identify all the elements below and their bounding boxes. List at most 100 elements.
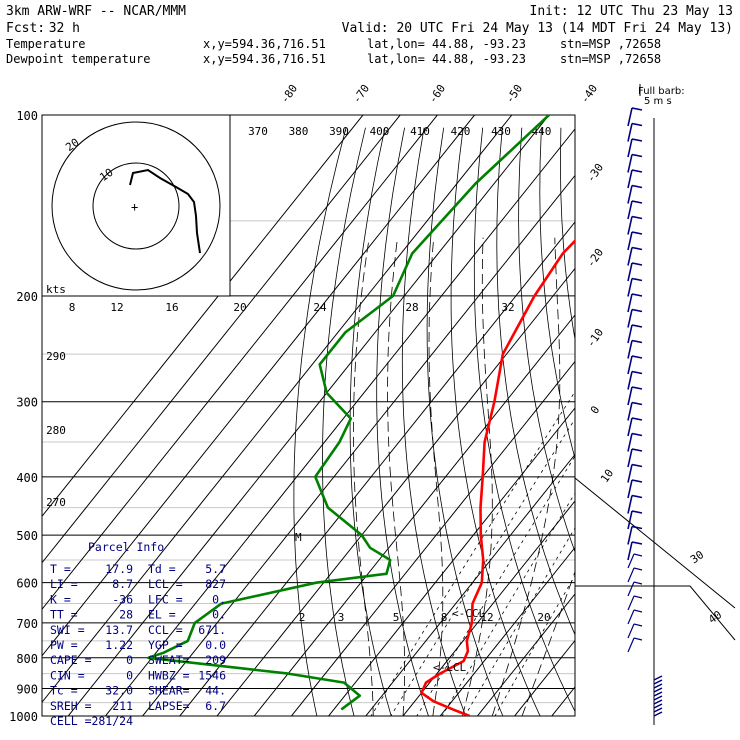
wind-barb-staff — [627, 553, 635, 569]
low-level-barb — [653, 687, 663, 693]
wind-barb-staff — [627, 138, 633, 158]
isotherm-line — [439, 546, 575, 716]
mixing-label-lower: 5 — [393, 611, 400, 624]
wind-barb-flag — [631, 122, 643, 127]
low-level-barb — [653, 691, 663, 697]
mixing-label-upper: 32 — [501, 301, 514, 314]
forecast-label: Fcst: — [6, 21, 45, 36]
wind-barb-flag — [631, 432, 643, 437]
legend-temperature-latlon: lat,lon= 44.88, -93.23 — [367, 37, 526, 51]
parcel-row-label: SREH = — [50, 699, 92, 713]
theta-label: 390 — [329, 125, 349, 138]
dry-adiabat-line — [349, 127, 392, 716]
parcel-row-value2: 0. — [212, 592, 226, 606]
wind-barb-staff — [627, 169, 633, 189]
ccl-annotation: <-CCL — [452, 607, 485, 620]
pressure-label-900: 900 — [16, 682, 38, 696]
parcel-row-label: CAPE = — [50, 653, 92, 667]
parcel-row-value2: 44. — [205, 684, 226, 698]
hodograph-center-mark: + — [131, 200, 138, 214]
speed-label-40: 40 — [706, 608, 724, 626]
isotherm-line — [104, 128, 575, 716]
parcel-row-label2: SHEAR= — [148, 684, 190, 698]
theta-label-left: 270 — [46, 496, 66, 509]
wind-barb-staff — [627, 185, 633, 204]
low-level-barb — [653, 695, 663, 701]
isotherm-line — [42, 115, 513, 704]
pressure-label-300: 300 — [16, 396, 38, 410]
low-level-barb — [653, 699, 663, 705]
legend-dewpoint-name: Dewpoint temperature — [6, 52, 151, 66]
valid-time: Valid: 20 UTC Fri 24 May 13 (14 MDT Fri … — [342, 21, 733, 36]
moist-adiabat-line — [428, 237, 444, 716]
lcl-annotation: <-LCL — [433, 661, 466, 674]
isotherm-line — [42, 115, 439, 611]
wind-barb-staff — [627, 581, 635, 597]
wind-barb-staff — [627, 448, 633, 468]
dry-adiabat-line — [473, 127, 575, 713]
pressure-label-1000: 1000 — [9, 710, 38, 724]
wind-barb-flag — [631, 355, 643, 359]
pressure-label-500: 500 — [16, 529, 38, 543]
low-level-barb — [653, 683, 663, 689]
parcel-row-label: CELL = — [50, 714, 92, 728]
dry-adiabat-line — [293, 127, 347, 716]
parcel-row-value: 28 — [119, 608, 133, 622]
parcel-row-label2: SWEAT= — [148, 653, 190, 667]
wind-barb-staff — [627, 231, 633, 251]
mixing-ratio-line — [494, 574, 575, 716]
mixing-label-lower: 3 — [338, 611, 345, 624]
wind-barb-staff — [627, 526, 633, 545]
moist-adiabat-line — [352, 237, 374, 716]
wind-barbs — [627, 107, 663, 725]
mixing-label-upper: 28 — [405, 301, 418, 314]
hodograph-trace — [129, 168, 201, 254]
wind-barb-staff — [627, 247, 633, 266]
mixing-label-upper: 20 — [233, 301, 246, 314]
parcel-row-label: T = — [50, 562, 71, 576]
parcel-row-value2: 5.7 — [205, 562, 226, 576]
wind-barb-flag — [631, 417, 643, 421]
model-title: 3km ARW-WRF -- NCAR/MMM — [6, 4, 186, 19]
theta-label: 410 — [410, 125, 430, 138]
wind-barb-flag — [631, 215, 643, 220]
hodograph: 10 20 + kts — [41, 114, 231, 297]
mixing-ratio-line — [370, 390, 575, 716]
parcel-row-label: PW = — [50, 638, 78, 652]
dry-adiabat-line — [426, 127, 504, 716]
parcel-row-label: K = — [50, 592, 71, 606]
parcel-row-value2: 0. — [212, 608, 226, 622]
hodograph-ring-10 — [92, 162, 180, 250]
wind-barb-staff — [627, 637, 635, 653]
dry-adiabat-line — [450, 127, 541, 716]
low-level-barb — [653, 679, 663, 685]
hodograph-units: kts — [46, 283, 66, 296]
wind-barb-staff — [627, 623, 635, 639]
temperature-profile — [420, 239, 575, 716]
wind-barb-staff — [627, 107, 633, 127]
wind-barb-staff — [627, 541, 633, 561]
plot-frame — [41, 114, 576, 717]
dry-adiabat-line — [496, 127, 575, 636]
isotherm-line — [253, 314, 575, 716]
mixing-label-lower: 2 — [299, 611, 306, 624]
wind-barb-staff — [627, 200, 633, 220]
wind-barb-flag — [631, 339, 643, 344]
wind-barb-staff — [627, 262, 633, 282]
pressure-label-200: 200 — [16, 290, 38, 304]
isotherm-label: 10 — [598, 467, 616, 485]
wind-barb-staff — [627, 417, 633, 437]
wind-barb-flag — [631, 370, 643, 375]
mixing-label-upper: 16 — [165, 301, 178, 314]
pressure-label-400: 400 — [16, 471, 38, 485]
theta-label: 420 — [451, 125, 471, 138]
parcel-row-label2: LCL = — [148, 577, 183, 591]
hodograph-ring-20 — [51, 121, 221, 291]
parcel-info-title: Parcel Info — [88, 540, 164, 554]
mixing-ratio-lines — [370, 390, 575, 716]
legend-temperature-stn: stn=MSP ,72658 — [560, 37, 661, 51]
pressure-label-800: 800 — [16, 652, 38, 666]
wind-barb-flag — [633, 595, 643, 599]
wind-barb-staff — [627, 293, 633, 313]
pressure-label-600: 600 — [16, 577, 38, 591]
